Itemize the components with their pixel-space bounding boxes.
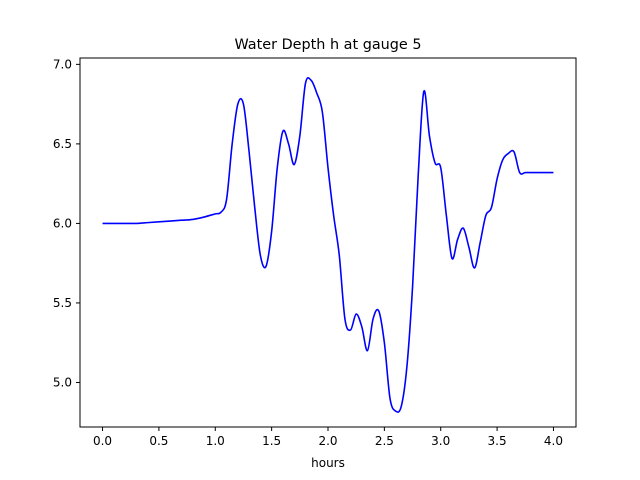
- axes-frame: [79, 57, 577, 428]
- series-line: [102, 76, 554, 413]
- y-tick-label: 5.0: [53, 375, 72, 389]
- plot-area: [102, 76, 554, 413]
- chart-title: Water Depth h at gauge 5: [234, 37, 421, 53]
- x-tick-label: 4.0: [544, 434, 563, 448]
- x-tick-label: 2.5: [375, 434, 394, 448]
- y-tick-label: 5.5: [53, 296, 72, 310]
- y-tick-label: 6.0: [53, 216, 72, 230]
- x-tick-label: 2.0: [318, 434, 337, 448]
- x-tick-label: 0.0: [93, 434, 112, 448]
- y-tick-label: 7.0: [53, 57, 72, 71]
- y-tick-label: 6.5: [53, 137, 72, 151]
- x-tick-label: 1.0: [206, 434, 225, 448]
- axes: 0.0 0.5 1.0 1.5 2.0 2.5 3.0 3.5 4.0 5.0 5.5 6.0 6.5 7…: [53, 57, 577, 448]
- x-tick-label: 0.5: [149, 434, 168, 448]
- x-axis-label: hours: [311, 456, 345, 470]
- x-tick-label: 1.5: [262, 434, 281, 448]
- x-tick-label: 3.5: [488, 434, 507, 448]
- x-tick-label: 3.0: [431, 434, 450, 448]
